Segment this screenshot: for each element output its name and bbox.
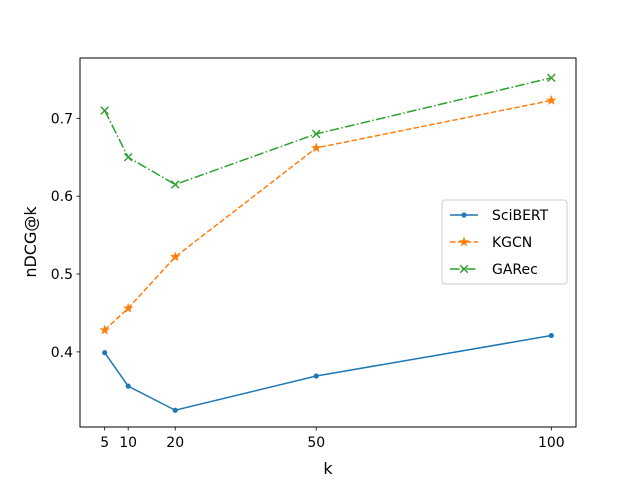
plot-area [99,73,557,413]
legend-entry-garec: GARec [450,262,538,278]
series-line [104,334,552,412]
data-point [311,142,322,153]
y-axis-label: nDCG@k [21,206,40,278]
data-point [122,302,134,313]
y-tick-label: 0.7 [51,111,73,127]
legend-entry-kgcn: KGCN [450,235,532,251]
x-axis: 5 10 20 50 100 [100,427,565,451]
legend: SciBERT KGCN GARec [441,199,568,285]
series-kgcn [99,94,557,335]
legend-box [441,199,568,285]
x-tick-label: 20 [166,435,184,451]
y-tick-label: 0.6 [51,189,73,205]
data-point [546,94,557,105]
data-point [311,129,321,139]
data-point [172,407,178,413]
legend-entry-scibert: SciBERT [450,208,549,224]
series-line [104,77,552,186]
x-tick-label: 50 [307,435,325,451]
data-point [313,373,319,379]
legend-label: GARec [492,262,538,278]
data-point [169,251,181,262]
legend-marker [461,212,467,218]
data-point [99,324,110,335]
legend-marker [459,264,469,274]
x-axis-label: k [323,459,333,478]
series-garec [100,73,556,189]
axes-frame [79,57,577,428]
x-tick-label: 5 [100,435,109,451]
y-tick-label: 0.4 [51,345,73,361]
series-line [104,99,552,331]
data-point [548,332,554,339]
y-tick-label: 0.5 [51,267,73,283]
series-scibert [102,332,554,413]
data-point [123,152,133,162]
legend-label: SciBERT [492,208,549,224]
data-point [170,180,180,189]
data-point [547,73,556,83]
data-point [100,106,109,115]
y-axis: 0.4 0.5 0.6 0.7 [51,111,80,361]
legend-label: KGCN [492,235,532,251]
data-point [125,383,131,389]
x-tick-label: 100 [538,435,565,451]
legend-marker [458,236,470,247]
x-tick-label: 10 [119,435,137,451]
data-point [102,350,108,356]
